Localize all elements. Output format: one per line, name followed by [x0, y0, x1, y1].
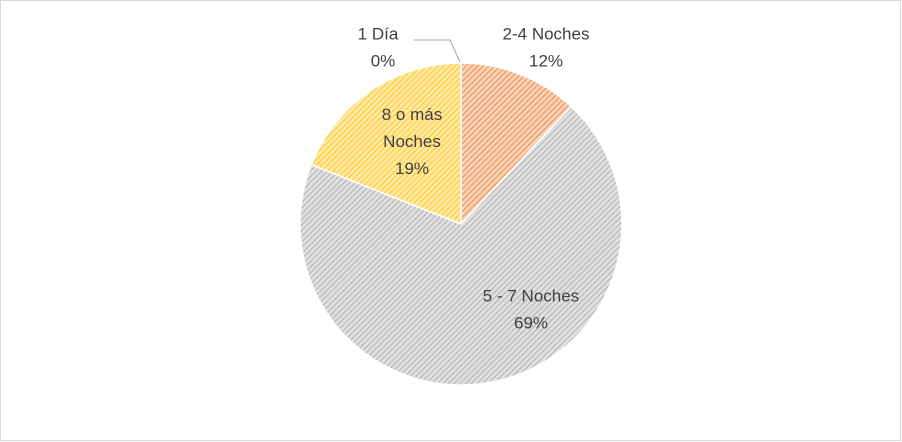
category-label: 1 Día: [358, 24, 399, 43]
category-label: 2-4 Noches: [503, 24, 590, 43]
category-label: 5 - 7 Noches: [483, 286, 579, 305]
value-label: 0%: [371, 51, 396, 70]
pie-slice: [460, 62, 573, 226]
pie-slice: [310, 62, 462, 226]
value-label: 69%: [514, 313, 548, 332]
pie-slice: [299, 105, 623, 386]
value-label: 19%: [394, 159, 430, 178]
leader-line: [414, 39, 461, 63]
value-label: 12%: [529, 51, 563, 70]
slice-label: 8 o más Noches 19%: [367, 101, 457, 182]
category-label: 8 o más Noches: [381, 105, 443, 151]
